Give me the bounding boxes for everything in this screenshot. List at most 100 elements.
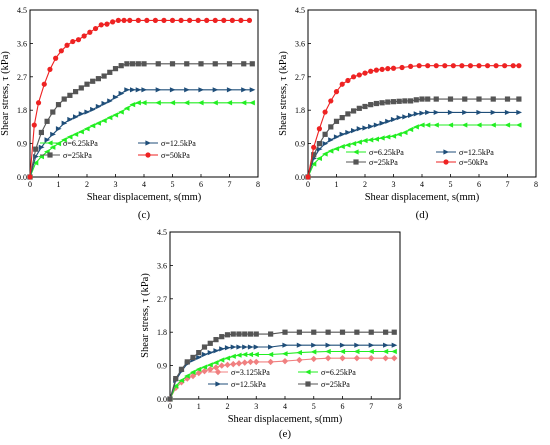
data-point [267, 358, 274, 366]
data-point [268, 344, 274, 350]
data-point [296, 329, 302, 335]
data-point [390, 133, 397, 139]
data-point [89, 123, 96, 129]
data-point [224, 361, 231, 369]
data-point [391, 342, 398, 348]
data-point [207, 362, 213, 368]
data-point [218, 357, 225, 363]
data-point [333, 118, 340, 124]
data-point [413, 97, 419, 103]
data-point [504, 96, 511, 102]
series [305, 109, 522, 180]
data-point [325, 329, 331, 335]
x-tick-label: 6 [341, 402, 345, 411]
data-point [58, 48, 64, 54]
data-point [212, 364, 220, 371]
data-point [50, 109, 56, 115]
data-point [135, 100, 141, 106]
data-point [433, 96, 439, 102]
data-point [399, 64, 405, 71]
data-point [95, 103, 102, 110]
data-point [212, 100, 218, 106]
y-tick-label: 3.6 [17, 39, 27, 48]
data-point [333, 134, 340, 140]
data-point [391, 348, 397, 355]
data-point [351, 74, 357, 80]
data-point [368, 354, 375, 362]
series [166, 354, 398, 403]
data-point [212, 61, 218, 67]
x-axis-label: Shear displacement, s(mm) [228, 414, 343, 425]
data-point [249, 87, 256, 93]
legend-label: σ=25kPa [369, 158, 398, 167]
x-tick-label: 5 [171, 180, 175, 189]
data-point [373, 122, 380, 128]
data-point [90, 106, 96, 113]
y-tick-label: 2.7 [17, 73, 27, 82]
data-point [447, 109, 454, 116]
data-point [66, 134, 73, 140]
x-tick-label: 1 [57, 180, 61, 189]
data-point [516, 63, 522, 69]
data-point [379, 135, 385, 141]
data-point [241, 359, 248, 366]
data-point [339, 354, 346, 362]
data-point [305, 174, 311, 180]
data-point [41, 81, 47, 87]
data-point [356, 72, 362, 78]
x-tick-label: 4 [420, 180, 424, 189]
data-point [401, 129, 408, 136]
x-tick-label: 2 [85, 180, 89, 189]
panel-label: (d) [416, 209, 429, 221]
x-tick-label: 5 [312, 402, 316, 411]
data-point [118, 109, 124, 115]
data-point [226, 100, 233, 106]
data-point [419, 96, 425, 102]
data-point [413, 124, 419, 130]
data-point [53, 55, 59, 61]
data-point [247, 344, 254, 350]
data-point [424, 122, 431, 128]
data-point [311, 329, 317, 335]
data-point [241, 87, 247, 93]
data-point [515, 122, 522, 128]
data-point [339, 143, 345, 150]
data-point [408, 112, 414, 118]
data-point [385, 99, 391, 105]
data-point [38, 144, 45, 150]
data-point [197, 100, 204, 106]
data-point [90, 78, 96, 84]
data-point [461, 122, 468, 128]
data-point [373, 100, 379, 107]
data-point [490, 122, 496, 128]
y-tick-label: 4.5 [157, 228, 167, 237]
y-tick-label: 1.8 [295, 106, 305, 115]
y-tick-label: 2.7 [157, 295, 167, 304]
data-point [325, 342, 332, 348]
data-point [425, 109, 431, 116]
data-point [207, 350, 214, 356]
data-point [73, 114, 79, 120]
data-point [325, 348, 331, 355]
data-point [141, 87, 148, 93]
data-point [350, 141, 357, 147]
data-point [204, 17, 210, 23]
data-point [124, 61, 130, 67]
data-point [201, 344, 208, 350]
data-point [169, 87, 176, 93]
data-point [213, 348, 220, 354]
data-point [310, 161, 317, 167]
data-point [72, 131, 79, 137]
data-point [67, 116, 73, 123]
data-point [78, 111, 85, 117]
y-tick-label: 1.8 [157, 328, 167, 337]
data-point [112, 66, 119, 72]
x-tick-label: 4 [142, 180, 146, 189]
data-point [328, 124, 334, 130]
data-point [33, 146, 39, 152]
data-point [339, 115, 345, 121]
data-point [104, 21, 110, 27]
data-point [178, 17, 184, 23]
data-point [391, 354, 398, 362]
data-point [213, 337, 219, 343]
